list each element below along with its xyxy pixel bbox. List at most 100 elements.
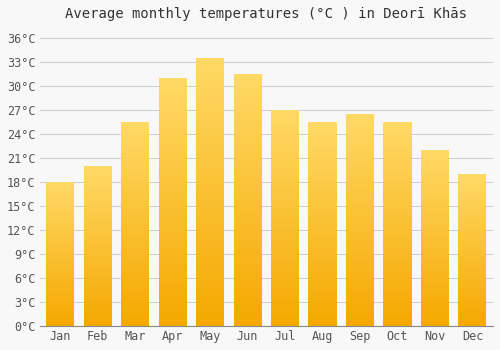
Bar xyxy=(271,207,299,208)
Bar xyxy=(234,304,262,306)
Bar xyxy=(234,80,262,82)
Bar xyxy=(421,224,449,225)
Bar xyxy=(271,213,299,214)
Bar xyxy=(46,218,74,219)
Bar xyxy=(458,257,486,258)
Bar xyxy=(84,193,112,194)
Bar xyxy=(346,212,374,214)
Bar xyxy=(46,275,74,276)
Bar xyxy=(421,214,449,215)
Bar xyxy=(421,185,449,186)
Bar xyxy=(84,244,112,245)
Bar xyxy=(384,187,411,188)
Bar xyxy=(271,322,299,323)
Bar xyxy=(308,168,336,169)
Bar xyxy=(234,219,262,220)
Bar xyxy=(84,175,112,176)
Bar xyxy=(234,91,262,92)
Bar xyxy=(84,303,112,304)
Bar xyxy=(421,211,449,212)
Bar xyxy=(121,221,149,222)
Bar xyxy=(121,312,149,313)
Bar xyxy=(46,244,74,245)
Bar xyxy=(346,138,374,139)
Bar xyxy=(421,166,449,167)
Bar xyxy=(271,146,299,147)
Bar xyxy=(346,194,374,195)
Bar xyxy=(271,288,299,289)
Bar xyxy=(458,224,486,225)
Bar xyxy=(234,253,262,254)
Bar xyxy=(346,284,374,285)
Bar xyxy=(421,217,449,218)
Bar xyxy=(421,321,449,322)
Bar xyxy=(346,134,374,135)
Bar xyxy=(234,123,262,125)
Bar xyxy=(384,190,411,191)
Bar xyxy=(421,153,449,154)
Bar xyxy=(121,302,149,303)
Bar xyxy=(421,219,449,220)
Bar xyxy=(271,158,299,159)
Bar xyxy=(308,294,336,295)
Bar xyxy=(158,201,186,202)
Bar xyxy=(121,228,149,229)
Bar xyxy=(271,241,299,242)
Bar xyxy=(234,77,262,78)
Bar xyxy=(384,181,411,182)
Bar xyxy=(158,119,186,120)
Bar xyxy=(158,86,186,87)
Bar xyxy=(196,186,224,187)
Bar xyxy=(308,309,336,310)
Bar xyxy=(271,113,299,114)
Bar xyxy=(84,252,112,253)
Bar xyxy=(196,109,224,111)
Bar xyxy=(384,161,411,162)
Bar xyxy=(234,224,262,225)
Bar xyxy=(121,144,149,145)
Bar xyxy=(384,245,411,246)
Bar xyxy=(421,194,449,195)
Bar xyxy=(46,296,74,297)
Bar xyxy=(196,132,224,133)
Bar xyxy=(158,294,186,295)
Bar xyxy=(308,147,336,148)
Bar xyxy=(196,321,224,322)
Bar xyxy=(346,299,374,301)
Bar xyxy=(84,176,112,177)
Bar xyxy=(158,314,186,315)
Bar xyxy=(234,320,262,321)
Bar xyxy=(271,193,299,194)
Bar xyxy=(121,257,149,258)
Bar xyxy=(46,300,74,301)
Bar xyxy=(308,319,336,320)
Bar xyxy=(271,264,299,266)
Bar xyxy=(46,284,74,285)
Bar xyxy=(346,297,374,298)
Bar xyxy=(158,155,186,156)
Bar xyxy=(121,220,149,221)
Bar xyxy=(196,76,224,77)
Bar xyxy=(121,218,149,219)
Bar xyxy=(46,299,74,300)
Bar xyxy=(158,97,186,98)
Bar xyxy=(271,238,299,240)
Bar xyxy=(196,302,224,303)
Bar xyxy=(234,278,262,279)
Bar xyxy=(384,232,411,233)
Bar xyxy=(234,248,262,249)
Bar xyxy=(308,140,336,141)
Bar xyxy=(121,262,149,263)
Bar xyxy=(458,315,486,316)
Bar xyxy=(196,233,224,235)
Bar xyxy=(196,121,224,122)
Bar xyxy=(121,161,149,162)
Bar xyxy=(121,163,149,164)
Bar xyxy=(421,320,449,321)
Bar xyxy=(308,177,336,178)
Bar xyxy=(308,163,336,164)
Bar xyxy=(458,264,486,265)
Bar xyxy=(308,144,336,145)
Bar xyxy=(458,219,486,220)
Bar xyxy=(271,246,299,247)
